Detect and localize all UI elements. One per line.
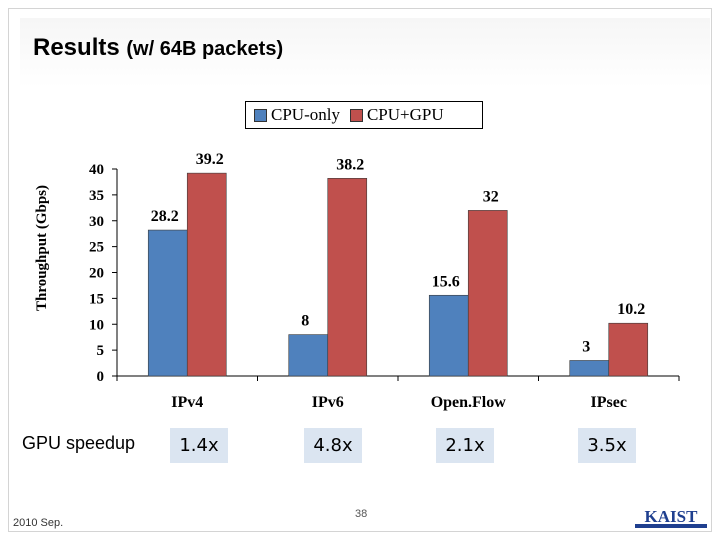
- title-main: Results: [33, 34, 120, 61]
- y-tick-label: 30: [89, 214, 104, 230]
- y-tick-label: 25: [89, 240, 104, 256]
- legend-item-cpu-only: CPU-only: [254, 105, 340, 125]
- legend-label-cpu-only: CPU-only: [271, 105, 340, 124]
- y-tick-label: 10: [89, 317, 104, 333]
- speedup-value-ipsec: 3.5x: [578, 428, 636, 463]
- title-sub: (w/ 64B packets): [126, 38, 284, 60]
- data-label: 15.6: [432, 273, 460, 290]
- title-bar-background: [20, 18, 710, 88]
- gpu-speedup-label: GPU speedup: [22, 433, 136, 453]
- bar: [467, 210, 508, 377]
- legend-swatch-cpu-only: [254, 108, 267, 122]
- bar: [327, 178, 368, 377]
- y-tick-label: 0: [97, 369, 105, 385]
- chart-legend: CPU-only CPU+GPU: [245, 101, 483, 129]
- x-tick-label: IPv4: [171, 394, 203, 411]
- bar: [288, 334, 329, 377]
- x-tick-label: IPsec: [591, 394, 627, 411]
- page-number: 38: [355, 508, 368, 520]
- footer-date: 2010 Sep.: [13, 517, 64, 529]
- throughput-bar-chart: Throughput (Gbps) 0 5 10 15 20 25 30 35 40 IPv4 28.…: [34, 151, 680, 411]
- legend-swatch-cpu-gpu: [349, 108, 363, 122]
- y-tick-label: 40: [89, 162, 104, 178]
- data-label: 32: [483, 188, 499, 205]
- bar: [569, 360, 610, 377]
- slide-title: Results (w/ 64B packets): [33, 34, 283, 62]
- data-label: 8: [301, 313, 309, 330]
- data-label: 38.2: [336, 156, 364, 173]
- speedup-value-openflow: 2.1x: [436, 428, 494, 463]
- speedup-value-ipv6: 4.8x: [304, 428, 362, 463]
- data-label: 39.2: [196, 151, 224, 168]
- y-tick-label: 5: [97, 343, 105, 359]
- bar: [186, 172, 227, 377]
- x-tick-label: IPv6: [312, 394, 344, 411]
- speedup-value-ipv4: 1.4x: [170, 428, 228, 463]
- data-label: 28.2: [151, 208, 179, 225]
- legend-item-cpu-gpu: CPU+GPU: [349, 105, 444, 125]
- slide-frame: [8, 8, 712, 532]
- y-tick-label: 15: [89, 291, 104, 307]
- data-label: 3: [582, 338, 590, 355]
- kaist-logo: KAIST: [635, 507, 707, 528]
- legend-label-cpu-gpu: CPU+GPU: [366, 105, 444, 124]
- kaist-logo-text: KAIST: [645, 507, 699, 526]
- y-tick-label: 35: [89, 188, 104, 204]
- y-tick-label: 20: [89, 266, 104, 282]
- bar: [608, 322, 649, 377]
- bar: [428, 294, 469, 377]
- x-tick-label: Open.Flow: [431, 394, 507, 411]
- y-axis-title: Throughput (Gbps): [34, 185, 50, 311]
- data-label: 10.2: [617, 301, 645, 318]
- bar: [147, 229, 188, 377]
